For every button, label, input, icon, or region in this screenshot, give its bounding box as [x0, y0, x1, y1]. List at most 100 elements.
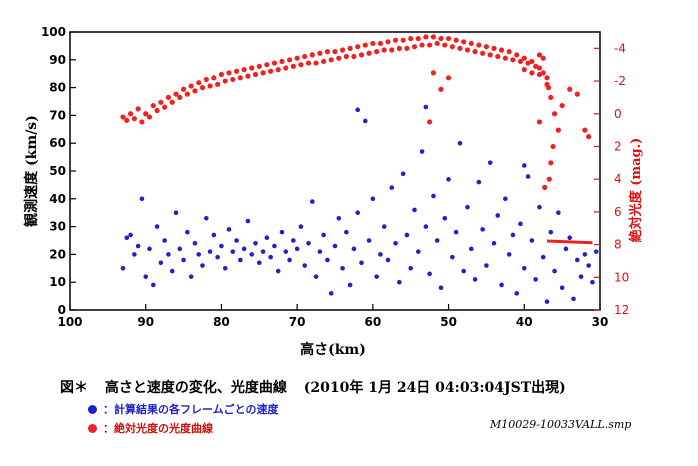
- velocity-point: [593, 249, 599, 254]
- magnitude-point: [222, 78, 228, 84]
- magnitude-point: [256, 63, 262, 69]
- magnitude-point: [480, 50, 486, 56]
- magnitude-point: [180, 86, 187, 92]
- x-tick-label: 80: [213, 315, 230, 329]
- y-tick-label: 50: [49, 164, 66, 178]
- velocity-point: [128, 232, 133, 238]
- velocity-point: [226, 227, 232, 232]
- velocity-point: [514, 291, 520, 296]
- magnitude-point: [551, 111, 558, 117]
- x-axis-label: 高さ(km): [300, 341, 366, 358]
- velocity-point: [124, 235, 130, 241]
- magnitude-point: [215, 81, 221, 87]
- velocity-point: [374, 274, 379, 279]
- magnitude-point: [559, 102, 565, 109]
- magnitude-point: [548, 160, 554, 166]
- magnitude-point: [546, 176, 552, 182]
- velocity-point: [567, 235, 573, 241]
- velocity-point: [291, 238, 296, 243]
- magnitude-point: [533, 63, 539, 69]
- y2-tick-label: 6: [614, 205, 622, 219]
- velocity-point: [450, 254, 455, 260]
- magnitude-point: [362, 42, 368, 48]
- velocity-point: [366, 238, 372, 243]
- magnitude-point: [203, 76, 209, 83]
- velocity-point: [355, 107, 361, 113]
- chart: 100 90 80 70 60 50 40 30 0102030405060708090100…: [23, 25, 644, 358]
- x-tick-label: 60: [365, 315, 382, 329]
- magnitude-point: [542, 184, 548, 190]
- magnitude-point: [548, 94, 554, 101]
- magnitude-point: [536, 52, 543, 58]
- velocity-point: [222, 266, 228, 271]
- magnitude-point: [328, 57, 334, 63]
- velocity-point: [552, 268, 557, 274]
- velocity-point: [132, 252, 137, 257]
- velocity-point: [294, 246, 300, 252]
- magnitude-point: [302, 53, 308, 60]
- x-tick-label: 70: [289, 315, 306, 329]
- velocity-point: [540, 254, 546, 260]
- magnitude-point: [495, 53, 501, 60]
- y2-tick-label: 12: [614, 303, 629, 317]
- y-tick-label: 20: [49, 247, 66, 261]
- figure-date: (2010年 1月 24日 04:03:04JST出現): [303, 380, 566, 396]
- magnitude-point: [143, 111, 149, 117]
- velocity-point: [586, 263, 591, 268]
- velocity-point: [150, 282, 156, 288]
- velocity-point: [362, 118, 368, 124]
- y-tick-label: 0: [58, 303, 66, 317]
- velocity-point: [268, 254, 273, 260]
- y-tick-label: 30: [49, 220, 66, 234]
- velocity-point: [139, 196, 145, 202]
- velocity-point: [378, 252, 383, 257]
- magnitude-point: [358, 52, 365, 58]
- velocity-point: [476, 179, 482, 185]
- magnitude-point: [525, 60, 531, 66]
- y2-tick-label: 0: [614, 107, 622, 121]
- magnitude-point: [135, 106, 141, 112]
- velocity-point: [412, 207, 417, 213]
- velocity-point: [582, 252, 588, 257]
- velocity-point: [196, 252, 202, 257]
- magnitude-point: [472, 49, 478, 55]
- velocity-point: [230, 249, 236, 254]
- plot-area: [120, 34, 599, 304]
- velocity-point: [578, 274, 584, 279]
- figure-caption: 図＊ 高さと速度の変化、光度曲線 (2010年 1月 24日 04:03:04J…: [60, 377, 566, 397]
- magnitude-point: [370, 40, 376, 47]
- velocity-point: [419, 149, 425, 154]
- velocity-point: [332, 243, 338, 249]
- velocity-point: [484, 263, 489, 268]
- magnitude-point: [536, 71, 543, 78]
- velocity-legend-marker: [88, 404, 97, 414]
- velocity-point: [306, 240, 311, 246]
- magnitude-point: [449, 44, 455, 50]
- magnitude-point: [427, 42, 433, 48]
- velocity-point: [143, 274, 149, 279]
- magnitude-point: [196, 80, 202, 86]
- velocity-point: [389, 185, 395, 190]
- velocity-point: [347, 282, 353, 288]
- velocity-point: [166, 252, 171, 257]
- x-axis: 100 90 80 70 60 50 40 30: [57, 304, 608, 329]
- velocity-point: [185, 229, 190, 235]
- y2-tick-label: 4: [614, 172, 622, 186]
- magnitude-point: [574, 91, 580, 97]
- magnitude-point: [218, 71, 225, 78]
- terminal-segment-line: [546, 239, 593, 245]
- legend-label-magnitude: ：絶対光度の光度曲線: [103, 422, 213, 435]
- velocity-point: [249, 252, 255, 257]
- velocity-point: [385, 257, 391, 263]
- magnitude-point: [434, 40, 440, 47]
- y2-tick-label: -2: [614, 74, 626, 88]
- y2-tick-label: 10: [614, 270, 629, 284]
- velocity-point: [256, 260, 262, 266]
- magnitude-point: [249, 65, 255, 71]
- velocity-point: [313, 274, 319, 279]
- velocity-point: [446, 177, 451, 182]
- velocity-point: [154, 224, 160, 229]
- y-axis-label: 観測速度 (km/s): [23, 115, 40, 227]
- velocity-point: [241, 246, 247, 252]
- legend-label-velocity: ：計算結果の各フレームごとの速度: [103, 403, 279, 416]
